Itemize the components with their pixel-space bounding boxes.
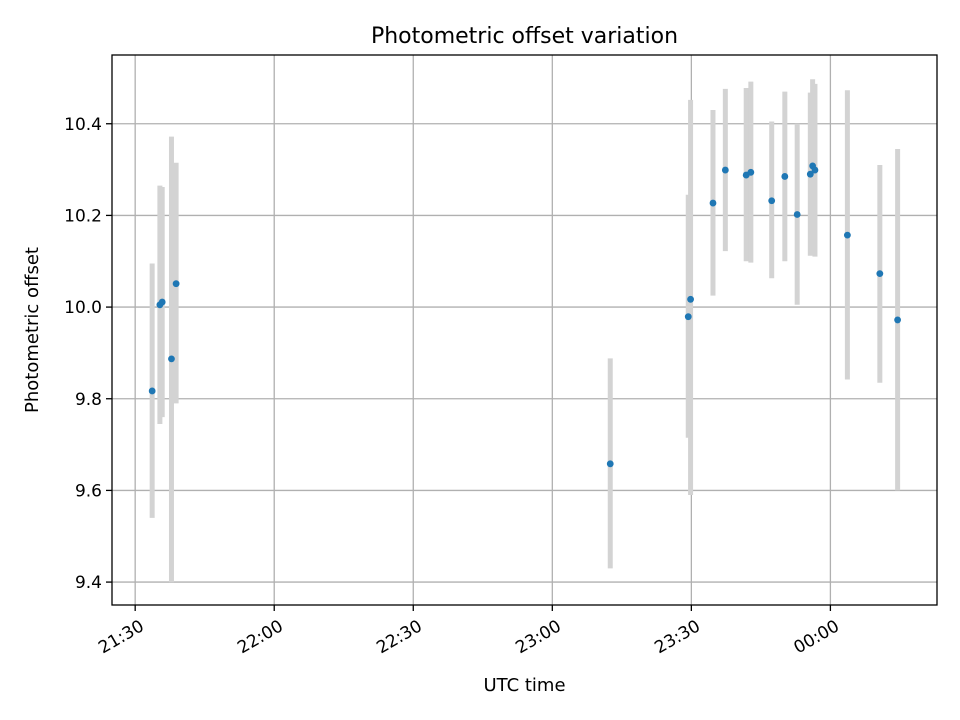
data-point	[172, 280, 180, 288]
y-tick-label: 9.4	[75, 573, 102, 593]
error-bars	[149, 79, 901, 583]
y-tick-label: 9.6	[75, 481, 102, 501]
y-tick-label: 9.8	[75, 390, 102, 410]
data-point	[148, 387, 156, 395]
x-tick-label: 22:30	[373, 616, 425, 658]
data-point	[684, 313, 692, 321]
x-tick-label: 00:00	[790, 616, 842, 658]
data-point	[843, 231, 851, 239]
y-tick-label: 10.0	[64, 298, 102, 318]
data-point	[158, 298, 166, 306]
chart-title: Photometric offset variation	[371, 24, 678, 49]
data-point	[781, 173, 789, 180]
data-points	[148, 162, 902, 468]
data-point	[721, 166, 729, 174]
y-tick-label: 10.4	[64, 115, 102, 135]
y-axis-label: Photometric offset	[22, 247, 43, 413]
x-tick-label: 22:00	[234, 616, 286, 658]
x-tick-label: 23:00	[512, 616, 564, 658]
data-point	[894, 316, 902, 324]
data-point	[811, 166, 819, 174]
x-axis-ticks: 21:30 22:00 22:30 23:00 23:30 00:00	[95, 605, 843, 658]
plot-frame	[111, 54, 938, 606]
data-point	[876, 270, 884, 278]
data-point	[168, 355, 175, 363]
x-tick-label: 23:30	[651, 616, 703, 658]
data-point	[806, 170, 814, 178]
data-point	[606, 460, 614, 468]
y-tick-label: 10.2	[64, 206, 102, 226]
data-point	[747, 168, 755, 176]
data-point	[687, 295, 694, 303]
data-point	[793, 211, 801, 218]
x-tick-label: 21:30	[95, 616, 147, 658]
data-point	[768, 197, 776, 205]
y-axis-ticks: 9.4 9.6 9.8 10.0 10.2 10.4	[64, 115, 112, 593]
x-axis-label: UTC time	[483, 675, 565, 696]
data-point	[709, 199, 717, 207]
